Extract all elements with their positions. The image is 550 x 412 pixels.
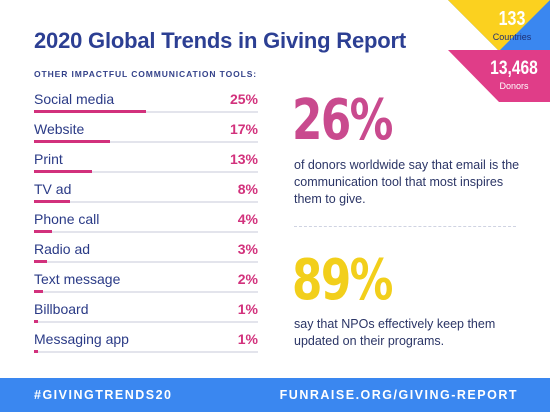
bar-value-label: 1% <box>237 331 258 347</box>
bar-value-label: 25% <box>229 91 258 107</box>
report-title: 2020 Global Trends in Giving Report <box>34 28 406 53</box>
countries-label: Countries <box>492 32 532 42</box>
bar <box>34 170 93 173</box>
countries-value: 133 <box>498 8 526 30</box>
bar-value-label: 1% <box>237 301 258 317</box>
stats-divider <box>294 226 516 227</box>
bar-label: Print <box>34 151 63 167</box>
bar-track <box>34 351 258 353</box>
stat-email-value: 26% <box>292 88 393 153</box>
corner-pink-band <box>448 50 550 102</box>
bar-label: TV ad <box>34 181 72 197</box>
bar <box>34 200 70 203</box>
bar-value-label: 4% <box>237 211 258 227</box>
bar-value-label: 17% <box>229 121 258 137</box>
bar-track <box>34 111 258 113</box>
footer-bar: #GIVINGTRENDS20 FUNRAISE.ORG/GIVING-REPO… <box>0 378 550 412</box>
bar-track <box>34 171 258 173</box>
bar-row: Print 13% <box>34 144 258 174</box>
bar-row: Text message 2% <box>34 264 258 294</box>
bar-chart: Social media 25% Website 17% Print 13% TV ad 8%… <box>34 84 258 354</box>
bar-label: Radio ad <box>34 241 91 257</box>
stat-updates-value: 89% <box>292 248 393 313</box>
bar-value-label: 3% <box>237 241 258 257</box>
bar-label: Text message <box>34 271 121 287</box>
chart-title: OTHER IMPACTFUL COMMUNICATION TOOLS: <box>34 69 258 79</box>
corner-triangles <box>448 0 550 102</box>
stat-email-description: of donors worldwide say that email is th… <box>294 158 520 206</box>
bar-row: Radio ad 3% <box>34 234 258 264</box>
bar-label: Website <box>34 121 85 137</box>
bar-row: Billboard 1% <box>34 294 258 324</box>
bar <box>34 140 111 143</box>
footer-hashtag: #GIVINGTRENDS20 <box>34 388 173 402</box>
bar-label: Messaging app <box>34 331 129 347</box>
bar-row: Messaging app 1% <box>34 324 258 354</box>
corner-badge: 133 Countries 13,468 Donors <box>448 0 550 102</box>
bar-value-label: 13% <box>229 151 258 167</box>
bar-value-label: 2% <box>237 271 258 287</box>
bar-track <box>34 321 258 323</box>
bar-track <box>34 231 258 233</box>
corner-yellow-triangle <box>448 0 550 51</box>
bar <box>34 110 146 113</box>
bar <box>34 290 43 293</box>
bar <box>34 320 39 323</box>
bar <box>34 350 39 353</box>
bar-track <box>34 141 258 143</box>
bar-row: Social media 25% <box>34 84 258 114</box>
bar-track <box>34 201 258 203</box>
donors-label: Donors <box>499 81 529 91</box>
bar-value-label: 8% <box>237 181 258 197</box>
stat-updates-description: say that NPOs effectively keep them upda… <box>294 317 496 348</box>
footer-url-link[interactable]: FUNRAISE.ORG/GIVING-REPORT <box>279 388 518 402</box>
bar-track <box>34 261 258 263</box>
bar <box>34 260 48 263</box>
bar-row: Website 17% <box>34 114 258 144</box>
bar <box>34 230 52 233</box>
bar-label: Social media <box>34 91 115 107</box>
donors-value: 13,468 <box>490 58 538 79</box>
bar-label: Phone call <box>34 211 100 227</box>
bar-track <box>34 291 258 293</box>
bar-row: TV ad 8% <box>34 174 258 204</box>
bar-label: Billboard <box>34 301 89 317</box>
bar-row: Phone call 4% <box>34 204 258 234</box>
